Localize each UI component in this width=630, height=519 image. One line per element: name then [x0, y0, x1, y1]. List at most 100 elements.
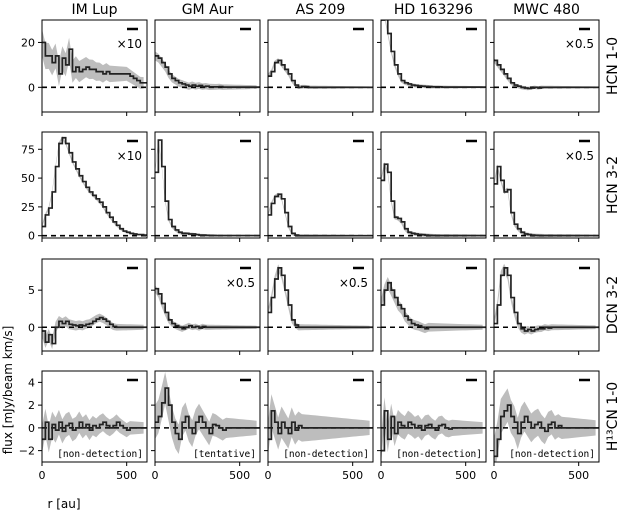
panel [264, 19, 374, 116]
panel: ×0.5 [490, 131, 600, 242]
error-band [268, 58, 370, 90]
profile-line [494, 404, 599, 458]
profile-line [381, 281, 486, 330]
profile-line [494, 267, 599, 332]
profile-line [268, 193, 373, 237]
panel-frame [154, 19, 261, 113]
panel: ×0.5 [490, 19, 600, 116]
panel-frame [41, 258, 148, 352]
error-band [42, 313, 144, 350]
panel-frame [380, 131, 487, 239]
error-band [494, 263, 596, 335]
x-tick-label: 0 [39, 469, 46, 482]
panel-plot-area [381, 20, 486, 89]
panel-plot-area [42, 313, 147, 350]
x-tick-label: 0 [491, 469, 498, 482]
error-band [381, 397, 483, 462]
error-band [155, 284, 257, 332]
y-tick-label: 0 [28, 321, 35, 334]
error-band [155, 371, 257, 455]
error-band [268, 264, 370, 331]
profile-line [155, 287, 260, 330]
error-band [381, 277, 483, 334]
panel-plot-area [42, 408, 147, 453]
panel-frame [154, 370, 261, 463]
scale-label: ×0.5 [565, 37, 594, 51]
panel: ×10 0 20 [21, 19, 148, 116]
panel-plot-area [381, 397, 486, 462]
panel-frame [380, 258, 487, 352]
panel-frame [41, 19, 148, 113]
y-tick-label: 20 [21, 36, 35, 49]
row-label: DCN 3-2 [605, 276, 621, 334]
panel-frame [267, 258, 374, 352]
panel: [tentative] 0 500 [151, 370, 261, 482]
column-title: IM Lup [72, 2, 118, 18]
profile-line [494, 165, 599, 237]
panel-plot-area [381, 277, 486, 334]
detection-note: [non-detection] [283, 449, 369, 460]
panel-plot-area [494, 58, 599, 91]
scale-label: ×0.5 [226, 276, 255, 290]
row-label: HCN 1-0 [605, 37, 621, 95]
panel: ×0.5 [264, 258, 374, 355]
profile-line [155, 387, 260, 441]
profile-line [268, 409, 373, 441]
y-tick-label: 0 [28, 422, 35, 435]
profile-line [42, 316, 147, 345]
profile-line [381, 20, 486, 88]
column-title: GM Aur [182, 2, 234, 18]
panel [264, 131, 374, 242]
y-tick-label: 50 [21, 172, 35, 185]
column-titles: IM Lup GM Aur AS 209 HD 163296 MWC 480 [72, 2, 580, 18]
scale-label: ×0.5 [339, 276, 368, 290]
y-axis-label: flux [mJy/beam km/s] [1, 326, 15, 455]
profile-line [494, 59, 599, 90]
profile-line [268, 267, 373, 329]
error-band [268, 394, 370, 457]
panel-frame [380, 19, 487, 113]
panel-frame [154, 258, 261, 352]
panel [151, 19, 261, 116]
panel-frame [267, 131, 374, 239]
panel-plot-area [42, 28, 147, 89]
panel: 05 [28, 258, 148, 355]
profile-line [155, 55, 260, 88]
panel-frame [493, 131, 600, 239]
x-tick-label: 0 [265, 469, 272, 482]
panel: [non-detection] 0 500 [377, 370, 487, 482]
panel-frame [380, 370, 487, 463]
panel-plot-area [155, 371, 260, 455]
detection-note: [tentative] [193, 449, 256, 460]
panel-plot-area [268, 394, 373, 457]
panel-plot-area [268, 192, 373, 238]
column-title: HD 163296 [394, 2, 473, 18]
panel-plot-area [42, 136, 147, 237]
profile-line [155, 139, 260, 237]
panel: [non-detection] 0 500 [490, 370, 600, 482]
profile-line [42, 136, 147, 236]
x-tick-label: 0 [152, 469, 159, 482]
x-tick-label: 500 [342, 469, 363, 482]
panel-plot-area [494, 388, 599, 462]
profile-line [381, 409, 486, 452]
x-tick-label: 500 [455, 469, 476, 482]
y-tick-label: 25 [21, 201, 35, 214]
panel-plot-area [155, 51, 260, 90]
error-band [155, 51, 257, 90]
panel: [non-detection] −2 0 2 4 0 500 [19, 370, 148, 482]
profile-line [42, 421, 147, 441]
error-band [155, 138, 257, 237]
panel: ×10 0 25 50 75 [21, 131, 148, 243]
panel-plot-area [155, 284, 260, 332]
panel-plot-area [494, 164, 599, 238]
detection-note: [non-detection] [57, 449, 143, 460]
scale-label: ×10 [117, 149, 142, 163]
panel: ×0.5 [151, 258, 261, 355]
scale-label: ×10 [117, 37, 142, 51]
y-tick-label: 75 [21, 143, 35, 156]
error-band [494, 164, 596, 238]
y-tick-label: 0 [28, 230, 35, 243]
column-title: AS 209 [296, 2, 346, 18]
